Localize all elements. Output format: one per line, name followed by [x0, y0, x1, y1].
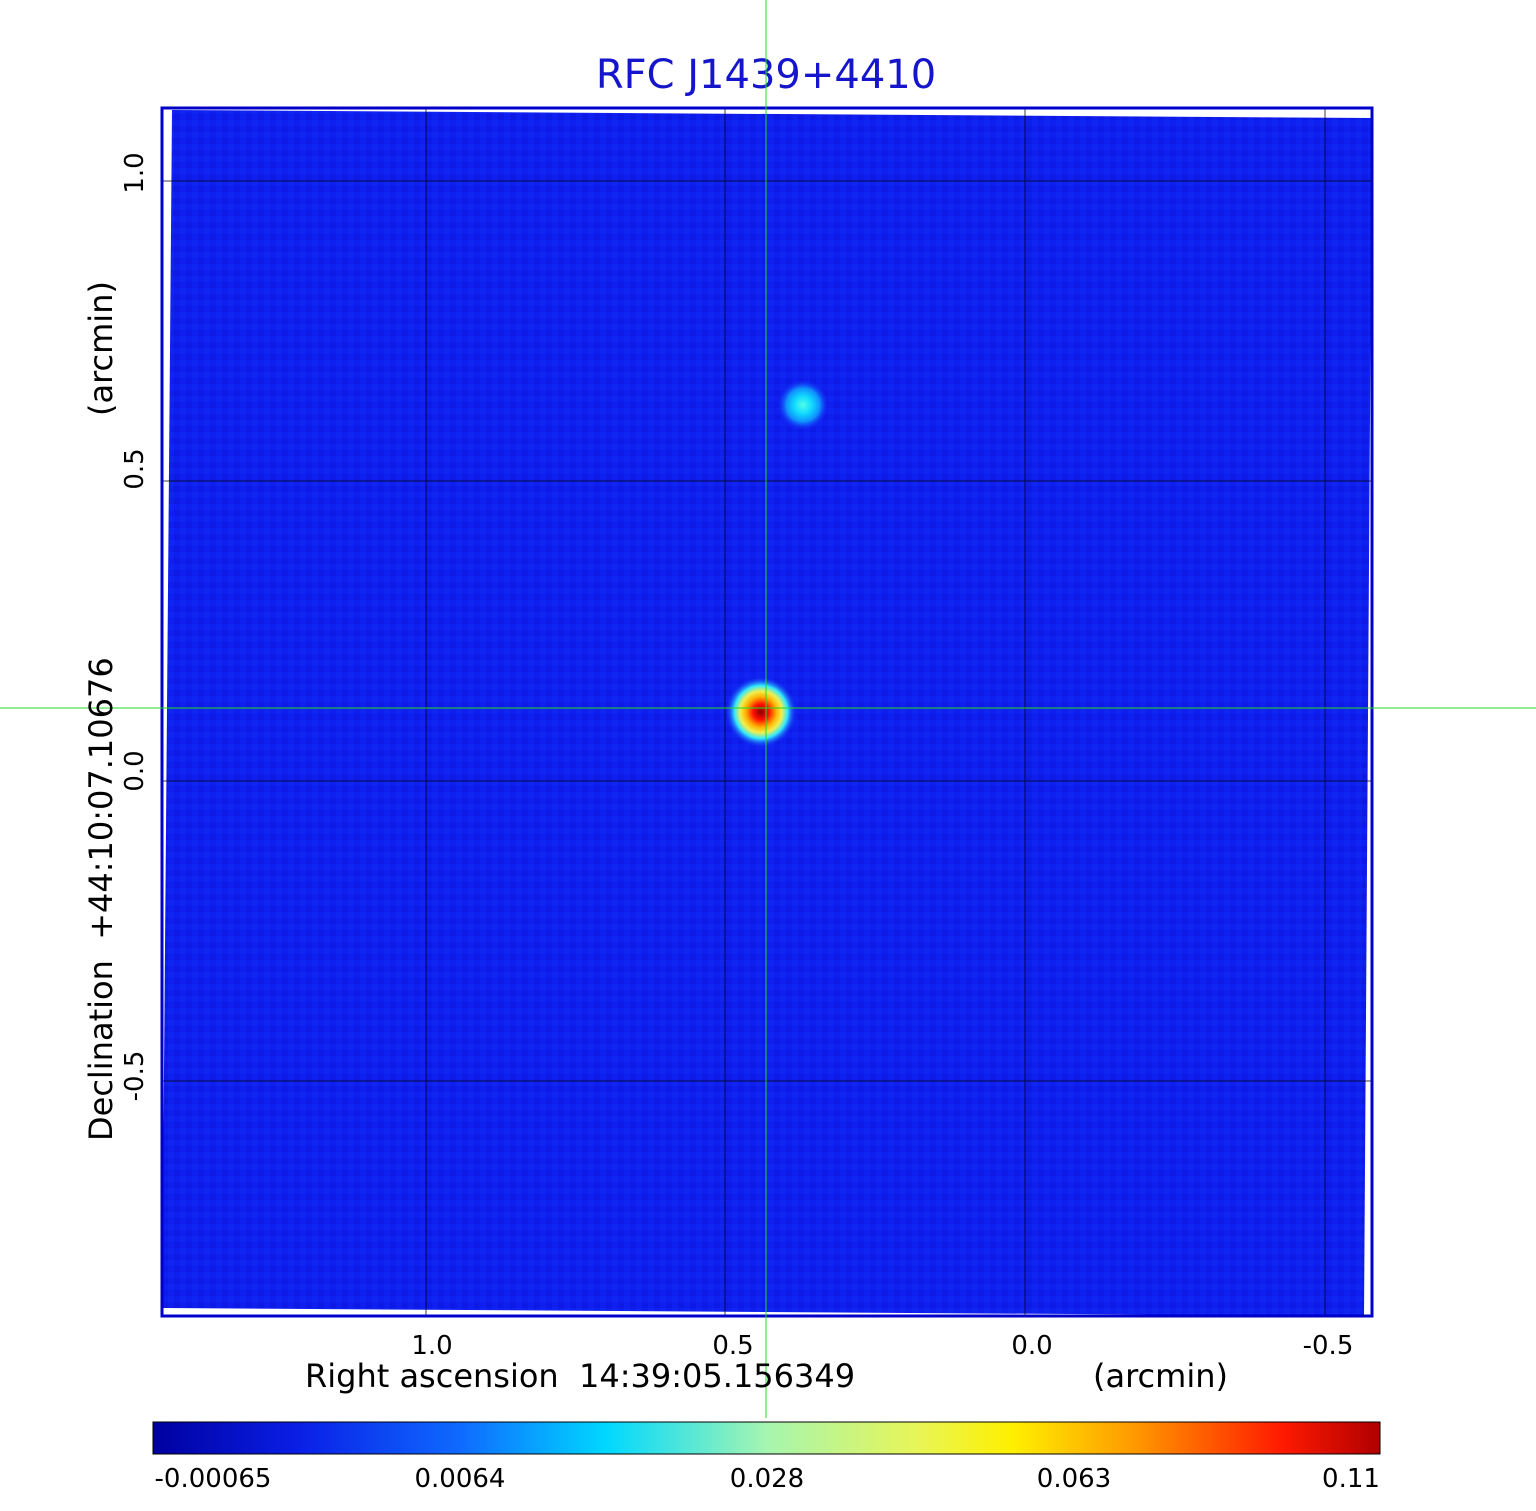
colorbar: [152, 1421, 1381, 1455]
x-tick-label: 0.5: [712, 1331, 753, 1361]
y-tick-label: -0.5: [120, 1051, 150, 1102]
y-tick-label: 1.0: [120, 152, 150, 193]
y-tick-label: 0.0: [120, 750, 150, 791]
coordinate-grid: [162, 108, 1372, 1316]
x-tick-label: 1.0: [411, 1331, 452, 1361]
x-axis-label: Right ascension 14:39:05.156349: [305, 1357, 855, 1395]
colorbar-tick-label: 0.028: [730, 1464, 804, 1494]
y-axis-label: Declination +44:10:07.10676: [82, 657, 120, 1141]
colorbar-tick-label: 0.063: [1037, 1464, 1111, 1494]
y-tick-label: 0.5: [120, 448, 150, 489]
colorbar-tick-label: 0.11: [1322, 1464, 1380, 1494]
y-axis-unit: (arcmin): [82, 281, 120, 416]
primary-source: [725, 676, 797, 748]
plot-frame: [160, 106, 1374, 1318]
x-tick-label: 0.0: [1011, 1331, 1052, 1361]
image-map: [162, 110, 1372, 1316]
colorbar-tick-label: -0.00065: [155, 1464, 272, 1494]
crosshair[interactable]: [0, 0, 1536, 1418]
x-tick-label: -0.5: [1303, 1331, 1354, 1361]
secondary-source: [777, 379, 829, 431]
colorbar-tick-label: 0.0064: [415, 1464, 506, 1494]
x-axis-unit: (arcmin): [1093, 1357, 1228, 1395]
